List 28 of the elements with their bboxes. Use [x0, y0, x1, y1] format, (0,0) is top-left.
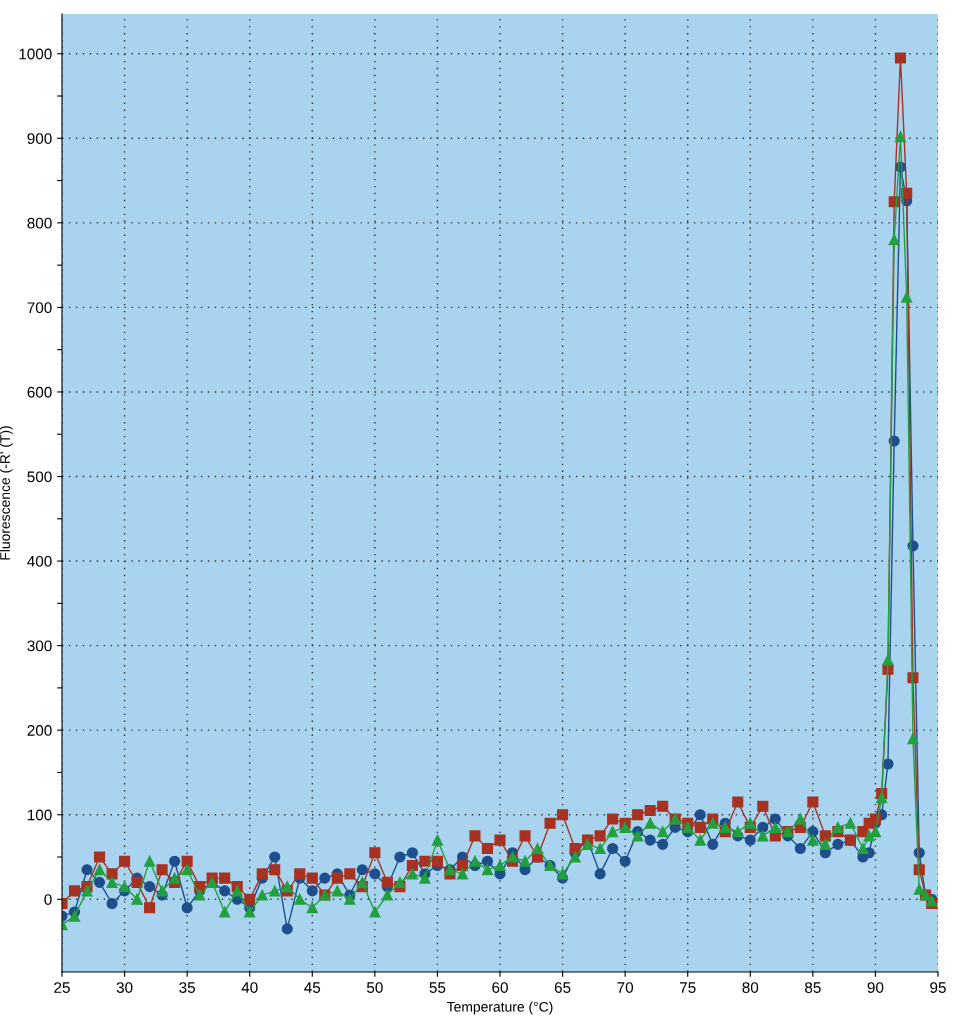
x-tick-label: 95: [930, 982, 946, 993]
y-tick-label: 900: [27, 133, 52, 144]
y-tick-label: 100: [27, 809, 52, 821]
x-tick-label: 40: [241, 982, 258, 993]
x-tick-label: 75: [680, 982, 696, 993]
y-axis-title: Fluorescence (-R' (T)): [0, 426, 13, 560]
x-tick-label: 60: [492, 982, 508, 993]
x-tick-label: 25: [54, 982, 70, 993]
x-tick-label: 90: [867, 982, 884, 993]
y-tick-label: 300: [27, 640, 52, 652]
x-tick-label: 50: [366, 982, 383, 993]
y-tick-label: 200: [27, 725, 52, 736]
y-tick-label: 400: [27, 555, 52, 567]
x-axis-title: Temperature (°C): [446, 1001, 553, 1015]
y-tick-label: 800: [27, 217, 52, 229]
x-tick-label: 85: [805, 982, 821, 993]
x-tick-label: 30: [116, 982, 133, 993]
x-tick-label: 55: [429, 982, 446, 993]
x-tick-label: 80: [742, 982, 759, 993]
y-tick-label: 700: [27, 302, 52, 314]
y-tick-label: 0: [44, 894, 52, 905]
y-tick-label: 500: [27, 471, 52, 483]
x-tick-label: 45: [304, 982, 321, 993]
x-tick-label: 70: [617, 982, 634, 993]
x-tick-label: 35: [179, 982, 195, 993]
y-tick-label: 600: [27, 386, 52, 398]
x-tick-label: 65: [554, 982, 571, 993]
y-tick-label: 1000: [19, 48, 52, 60]
